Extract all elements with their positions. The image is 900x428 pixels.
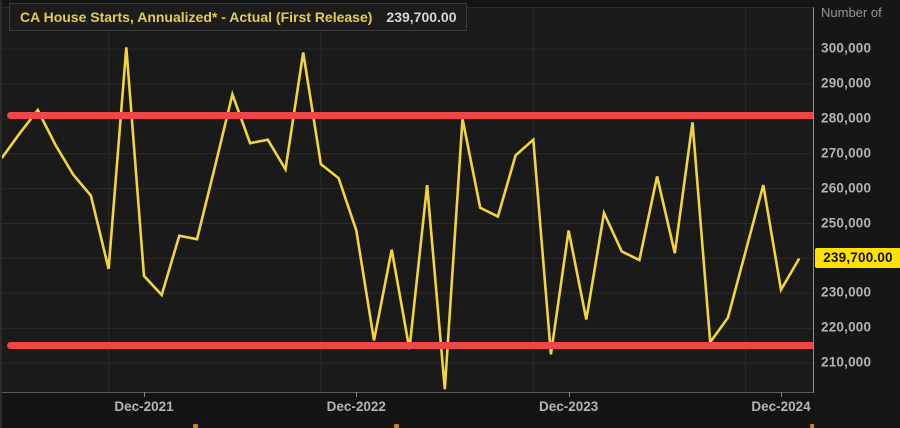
y-axis-title: Number of [821,5,882,20]
x-axis-tick [781,392,782,397]
x-axis-tick [568,392,570,397]
reference-line-lower [7,342,813,350]
chart-title-bar: CA House Starts, Annualized* - Actual (F… [9,3,468,31]
series-line [2,47,801,390]
x-axis-tick [356,392,358,397]
y-axis-label: 230,000 [821,284,872,300]
y-axis-panel: Number of 239,700.00 300,000 290,000 280,0… [814,0,900,428]
footer-cutoff-text-artifact [193,424,198,428]
x-axis-label: Dec-2022 [326,399,386,414]
y-axis-label: 210,000 [821,354,872,370]
y-axis-label: 250,000 [821,215,872,230]
y-axis-label: 260,000 [821,180,872,196]
current-value-badge: 239,700.00 [815,248,900,269]
y-axis-label: 220,000 [821,319,872,335]
y-axis-label: 290,000 [821,75,872,91]
reference-line-upper [7,111,813,119]
y-axis-label: 270,000 [821,145,872,161]
x-axis-label: Dec-2024 [751,399,811,414]
x-axis-label: Dec-2023 [538,399,599,414]
plot-area[interactable] [2,7,814,393]
footer-cutoff-text-artifact [810,424,815,428]
y-axis-label: 280,000 [821,110,872,126]
chart-title-value: 239,700.00 [386,9,457,25]
y-axis-label: 300,000 [821,40,872,56]
x-axis-tick [144,392,145,397]
chart-title: CA House Starts, Annualized* - Actual (F… [20,9,373,25]
footer-cutoff-text-artifact [394,424,399,428]
line-chart-svg[interactable] [2,8,813,392]
x-axis-label: Dec-2021 [114,399,174,414]
